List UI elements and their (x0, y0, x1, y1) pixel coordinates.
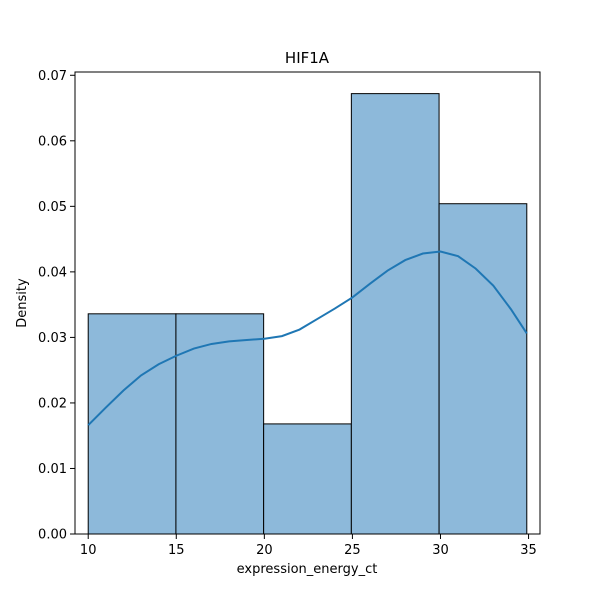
x-axis-label: expression_energy_ct (237, 562, 378, 577)
y-tick-label: 0.04 (38, 265, 67, 280)
y-tick-label: 0.01 (38, 462, 67, 477)
chart-title: HIF1A (285, 49, 330, 67)
y-tick-label: 0.07 (38, 69, 67, 84)
plot-frame (74, 71, 541, 535)
y-tick-label: 0.02 (38, 396, 67, 411)
histogram-bar-5 (438, 203, 528, 535)
x-axis: 10 15 20 25 30 35 (80, 534, 537, 558)
x-tick-label: 30 (432, 543, 449, 558)
x-tick-label: 25 (344, 543, 361, 558)
y-tick-label: 0.00 (38, 528, 67, 543)
x-tick-label: 10 (80, 543, 97, 558)
histogram-bar-3 (263, 423, 352, 535)
histogram-bar-4 (350, 93, 440, 535)
x-tick-label: 20 (256, 543, 273, 558)
histogram-bar-2 (175, 313, 265, 535)
bars-group (87, 93, 528, 535)
x-tick-label: 15 (168, 543, 185, 558)
kde-line (87, 250, 528, 426)
y-axis-label: Density (15, 278, 30, 328)
y-tick-label: 0.03 (38, 331, 67, 346)
x-tick-label: 35 (520, 543, 537, 558)
y-axis: 0.00 0.01 0.02 0.03 0.04 0.05 0.06 0.07 (38, 69, 75, 543)
histogram-bar-1 (87, 313, 177, 535)
y-tick-label: 0.06 (38, 134, 67, 149)
y-tick-label: 0.05 (38, 200, 67, 215)
